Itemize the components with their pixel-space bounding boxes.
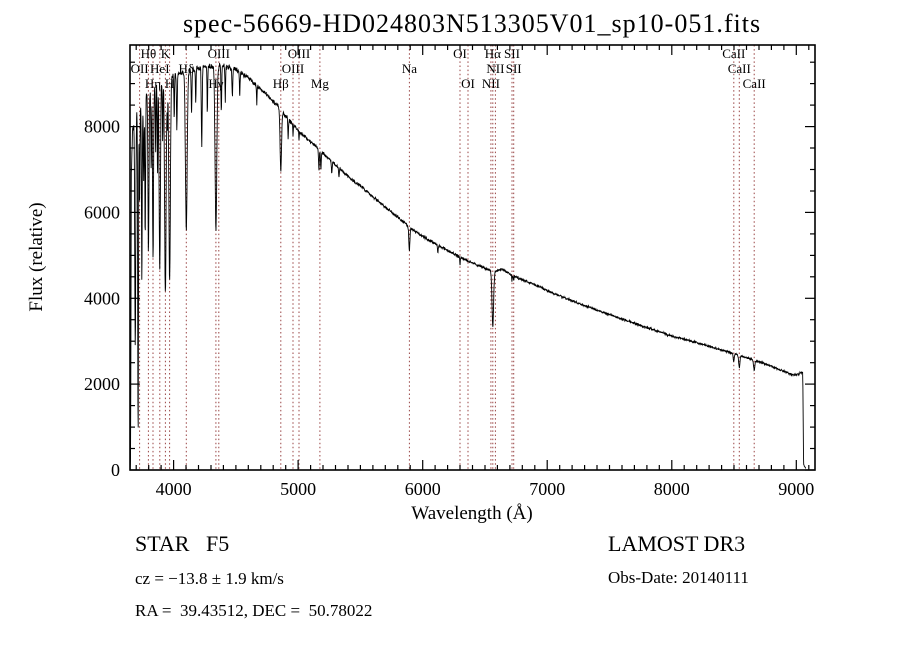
- radial-velocity-label: cz = −13.8 ± 1.9 km/s: [135, 569, 284, 588]
- spectral-line-label: Hγ: [208, 76, 223, 91]
- axis-ticks: [130, 45, 815, 471]
- spectral-line-label: NII: [486, 61, 504, 76]
- plot-dynamic-layer: 4000 5000 6000 7000 8000 9000 0 2000 4000 6000 800…: [84, 44, 816, 499]
- spectral-line-label: OI: [453, 46, 467, 61]
- coordinates-label: RA = 39.43512, DEC = 50.78022: [135, 601, 372, 620]
- x-tick-label: 5000: [280, 479, 316, 499]
- x-tick-label: 7000: [529, 479, 565, 499]
- spectral-line-label: Hθ: [141, 46, 157, 61]
- spectral-line-label: Na: [402, 61, 417, 76]
- y-axis-title: Flux (relative): [26, 202, 47, 311]
- plot-frame: [129, 44, 816, 471]
- spectral-line-label: Hα: [485, 46, 501, 61]
- y-tick-label: 2000: [84, 374, 120, 394]
- survey-release-label: LAMOST DR3: [608, 531, 745, 556]
- spectral-line-label: Mg: [311, 76, 330, 91]
- spectral-line-label: Hβ: [273, 76, 289, 91]
- spectral-line-label: HeI: [150, 61, 170, 76]
- spectral-line-label: NII: [482, 76, 500, 91]
- x-axis-title: Wavelength (Å): [411, 503, 532, 524]
- object-class-label: STAR F5: [135, 531, 229, 556]
- y-tick-label: 6000: [84, 202, 120, 222]
- spectrum-trace: [129, 62, 807, 470]
- spectral-line-label: OI: [461, 76, 475, 91]
- figure-title: spec-56669-HD024803N513305V01_sp10-051.f…: [183, 9, 761, 38]
- spectral-line-label: OIII: [288, 46, 310, 61]
- spectral-line-label: OII: [131, 61, 149, 76]
- x-tick-label: 9000: [778, 479, 814, 499]
- spectral-line-label: Hη: [145, 76, 161, 91]
- x-tick-label: 4000: [156, 479, 192, 499]
- x-tick-label: 6000: [405, 479, 441, 499]
- spectral-line-label: SII: [506, 61, 522, 76]
- spectral-line-label: CaII: [722, 46, 745, 61]
- spectral-line-label: SII: [504, 46, 520, 61]
- spectral-line-label: OIII: [282, 61, 304, 76]
- y-tick-labels: 0 2000 4000 6000 8000: [84, 117, 120, 480]
- marker-lines: [139, 45, 755, 470]
- spectral-line-label: OIII: [208, 46, 230, 61]
- spectral-line-label: CaII: [728, 61, 751, 76]
- spectral-line-label: H: [165, 76, 174, 91]
- spectral-line-label: K: [161, 46, 171, 61]
- x-tick-label: 8000: [654, 479, 690, 499]
- obs-date-label: Obs-Date: 20140111: [608, 568, 749, 587]
- y-tick-label: 8000: [84, 117, 120, 137]
- x-tick-labels: 4000 5000 6000 7000 8000 9000: [156, 479, 815, 499]
- spectral-line-label: CaII: [743, 76, 766, 91]
- spectral-line-label: Hδ: [179, 61, 195, 76]
- y-tick-label: 4000: [84, 288, 120, 308]
- y-tick-label: 0: [111, 460, 120, 480]
